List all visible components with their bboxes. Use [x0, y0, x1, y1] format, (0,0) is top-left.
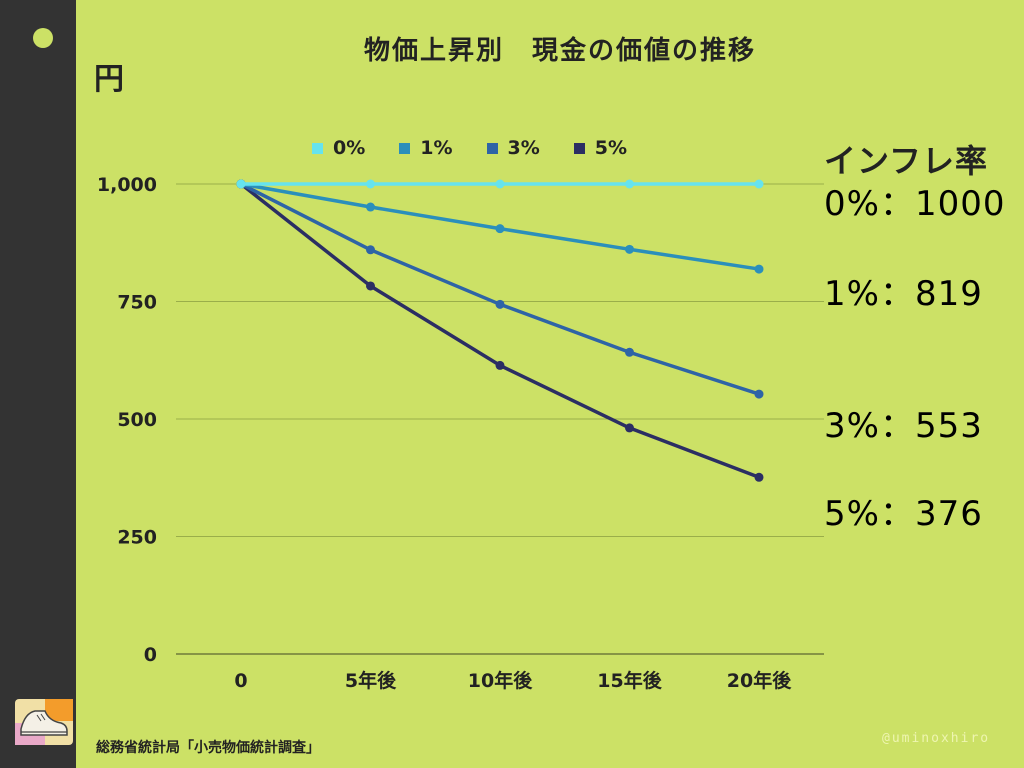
legend: 0% 1% 3% 5% [312, 136, 661, 160]
legend-item-0: 0% [312, 137, 365, 159]
x-tick-label: 20年後 [727, 669, 792, 692]
y-tick-label: 500 [117, 409, 157, 431]
legend-item-3: 3% [486, 137, 540, 159]
inflation-panel-title: インフレ率 [824, 142, 989, 180]
legend-swatch [573, 142, 585, 154]
legend-label: 0% [333, 137, 366, 159]
data-point [236, 179, 246, 189]
y-axis-unit: 円 [94, 62, 124, 97]
data-point [625, 347, 634, 357]
data-point [495, 179, 505, 189]
credit-handle: @uminoxhiro [882, 731, 991, 746]
x-tick-label: 0 [234, 670, 247, 692]
data-point [625, 244, 634, 254]
data-point [625, 423, 634, 433]
x-tick-label: 5年後 [345, 669, 397, 692]
data-point [366, 281, 375, 291]
legend-item-5: 5% [573, 137, 628, 159]
data-point [625, 179, 634, 189]
chart-title: 物価上昇別 現金の価値の推移 [363, 36, 756, 66]
inflation-row-1: 1%：819 [824, 274, 983, 314]
data-point [495, 299, 505, 309]
data-point [754, 389, 764, 399]
legend-swatch [486, 142, 498, 154]
side-strip [0, 0, 76, 768]
y-tick-label: 250 [117, 527, 157, 549]
decorative-dot [33, 28, 53, 48]
inflation-row-3: 3%：553 [824, 406, 983, 446]
data-point [366, 245, 375, 255]
y-tick-label: 0 [144, 644, 157, 666]
data-point [754, 472, 764, 482]
sneaker-icon [15, 699, 73, 745]
legend-label: 1% [420, 137, 453, 159]
data-point [495, 360, 505, 370]
x-tick-label: 15年後 [597, 669, 662, 692]
data-point [495, 224, 505, 234]
x-tick-label: 10年後 [468, 669, 533, 692]
legend-swatch [312, 142, 323, 154]
source-note: 総務省統計局「小売物価統計調査」 [96, 740, 320, 756]
legend-item-1: 1% [399, 137, 453, 159]
inflation-panel: インフレ率 [824, 136, 988, 182]
y-tick-label: 1,000 [97, 174, 157, 196]
inflation-row-5: 5%：376 [824, 494, 983, 534]
inflation-row-0: 0%：1000 [824, 184, 1006, 224]
y-tick-label: 750 [117, 292, 157, 314]
data-point [754, 264, 764, 274]
data-point [754, 179, 764, 189]
legend-label: 5% [594, 137, 628, 159]
legend-swatch [399, 142, 411, 154]
data-point [366, 202, 375, 212]
legend-label: 3% [507, 137, 540, 159]
data-point [366, 179, 375, 189]
